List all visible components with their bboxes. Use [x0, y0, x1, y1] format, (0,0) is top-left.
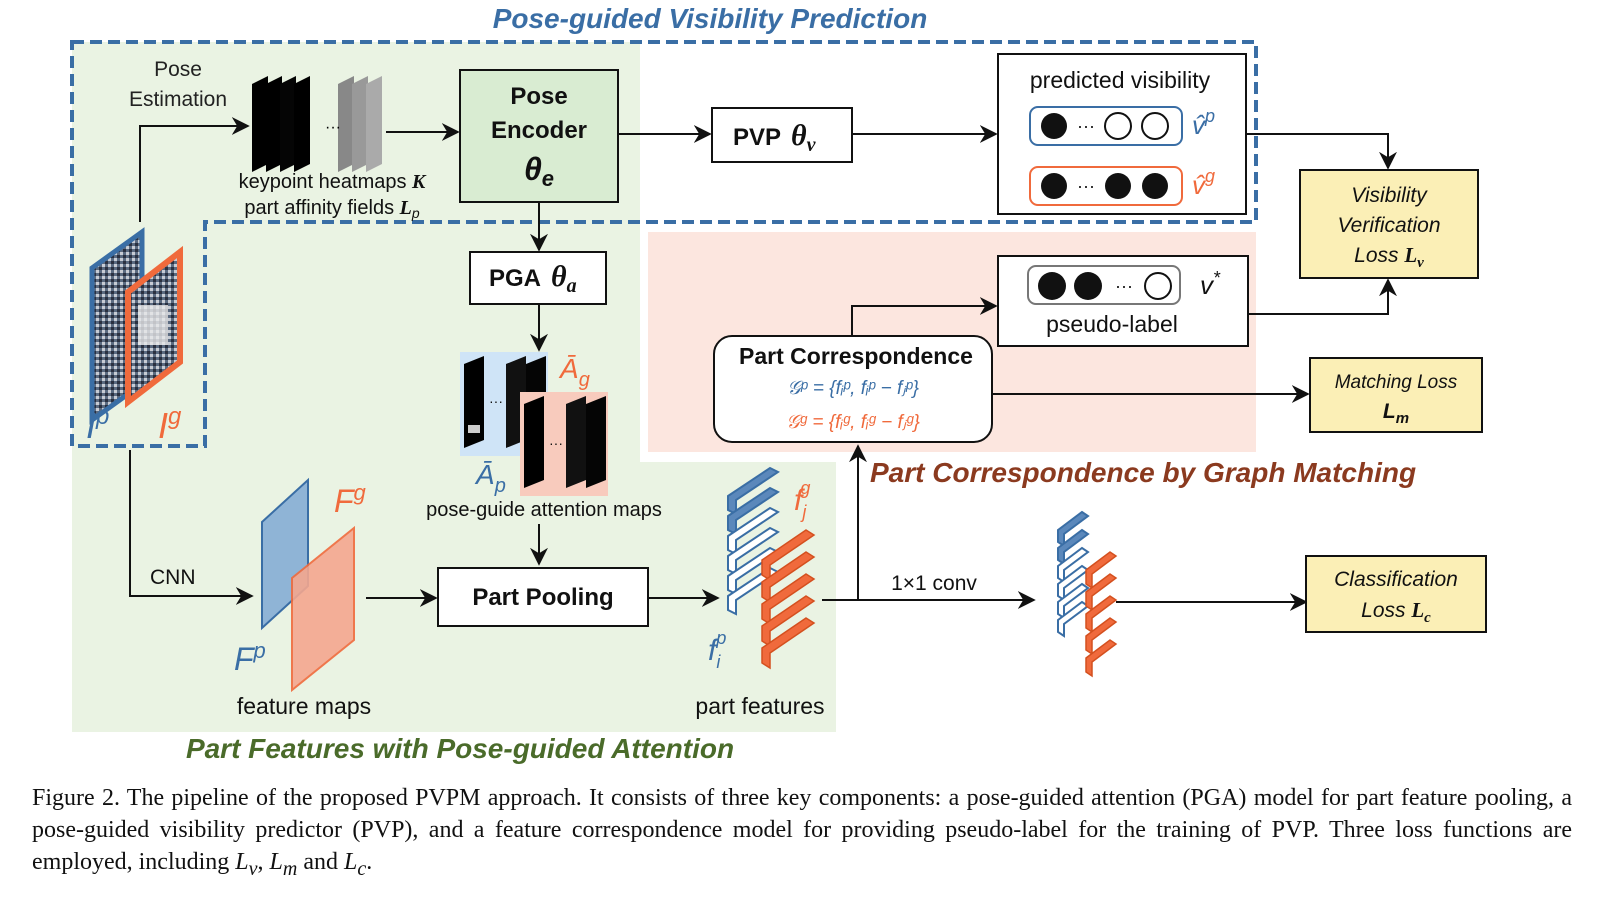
arrow-correspondence-to-pseudo-label — [851, 297, 998, 336]
matching-loss-line1: Matching Loss — [1335, 372, 1458, 393]
attention-ellipsis-g: ··· — [549, 435, 563, 451]
arrow-image-to-feature-maps — [129, 450, 254, 605]
matching-loss-sym: Lm — [1383, 400, 1409, 427]
attention-ellipsis-p: ··· — [489, 393, 503, 409]
visibility-loss-line2: Verification — [1337, 214, 1440, 237]
pose-encoder-line1: Pose — [510, 83, 567, 110]
pose-label: Pose — [154, 58, 202, 81]
predicted-visibility-title: predicted visibility — [1030, 67, 1211, 93]
vg-dot-2 — [1105, 173, 1131, 199]
visibility-loss-line1: Visibility — [1351, 184, 1428, 207]
caption-lc: Lc — [344, 849, 367, 880]
ip-label: Ip — [86, 403, 109, 446]
ap-label: Āp — [474, 459, 506, 497]
classification-loss-box — [1305, 555, 1487, 633]
feature-maps-caption: feature maps — [237, 693, 371, 719]
pvpm-pipeline-diagram: Pose-guided Visibility Prediction Part C… — [70, 3, 1487, 764]
part-correspondence-title: Part Correspondence — [739, 343, 973, 369]
arrow-pseudo-label-to-loss — [1248, 278, 1397, 315]
pvp-box — [711, 107, 853, 163]
feature-map-fg — [291, 525, 355, 693]
fj-label: fjg — [794, 478, 810, 522]
vp-dot-3 — [1141, 112, 1169, 140]
pseudo-dot-1 — [1038, 272, 1066, 300]
pseudo-dot-3 — [1144, 272, 1172, 300]
caption-lv: Lv — [235, 849, 258, 880]
pose-encoder-line2: Encoder — [491, 117, 587, 144]
pga-box — [469, 251, 607, 305]
ag-label: Āg — [558, 353, 590, 391]
attention-caption: pose-guide attention maps — [426, 499, 662, 521]
pvp-label: PVP θv — [733, 119, 817, 156]
input-image-ig — [125, 245, 183, 409]
part-features-caption: part features — [695, 693, 824, 719]
part-pooling-box — [437, 567, 649, 627]
section-title-correspondence: Part Correspondence by Graph Matching — [870, 457, 1416, 488]
vp-dot-1 — [1041, 113, 1067, 139]
pga-label: PGA θa — [489, 260, 577, 297]
figure-caption: Figure 2. The pipeline of the proposed P… — [32, 782, 1572, 885]
caption-sep2: and — [297, 849, 345, 875]
v-star-label: v* — [1200, 268, 1221, 300]
conv-features-p-stack — [1057, 510, 1090, 638]
pseudo-label-caption: pseudo-label — [1046, 311, 1178, 337]
section-title-visibility: Pose-guided Visibility Prediction — [493, 3, 928, 34]
visibility-loss-box — [1299, 169, 1479, 279]
visibility-loss-line3: Loss Lv — [1354, 243, 1424, 271]
pose-encoder-box — [459, 69, 619, 203]
pseudo-ellipsis: ··· — [1115, 276, 1133, 296]
vg-dot-3 — [1142, 173, 1168, 199]
caption-text: Figure 2. The pipeline of the proposed P… — [32, 785, 1572, 875]
cnn-label: CNN — [150, 566, 196, 589]
conv-label: 1×1 conv — [891, 572, 977, 595]
arrow-visibility-to-loss — [1246, 133, 1397, 170]
caption-lm: Lm — [269, 849, 298, 880]
part-pooling-label: Part Pooling — [472, 584, 613, 611]
section-title-features: Part Features with Pose-guided Attention — [186, 733, 734, 764]
matching-loss-box — [1309, 357, 1483, 433]
ig-label: Ig — [158, 403, 182, 446]
graph-gp: 𝒢ᵖ = {fᵢᵖ, fᵢᵖ − fⱼᵖ} — [787, 378, 919, 399]
graph-gg: 𝒢ᵍ = {fᵢᵍ, fᵢᵍ − fⱼᵍ} — [786, 412, 920, 433]
attention-maps-g — [520, 392, 608, 496]
vg-label: v̂g — [1192, 166, 1215, 200]
heatmaps-ellipsis: ··· — [325, 119, 341, 136]
arrow-image-to-heatmaps — [139, 117, 250, 222]
estimation-label: Estimation — [129, 88, 227, 111]
vp-ellipsis: ··· — [1077, 116, 1095, 136]
part-affinity-label: part affinity fields Lp — [244, 197, 419, 221]
pose-encoder-theta: θe — [524, 151, 554, 191]
vg-dot-1 — [1041, 173, 1067, 199]
caption-end: . — [366, 849, 373, 875]
fg-label: Fg — [334, 480, 367, 519]
conv-features-g-stack — [1085, 551, 1118, 678]
visibility-dashed-region — [70, 40, 1258, 448]
pseudo-dot-2 — [1074, 272, 1102, 300]
pseudo-label-vector — [1027, 265, 1181, 305]
vg-ellipsis: ··· — [1077, 176, 1095, 196]
classification-loss-line1: Classification — [1334, 568, 1458, 591]
caption-sep1: , — [257, 849, 270, 875]
keypoint-heatmaps-label: keypoint heatmaps K — [239, 171, 427, 193]
part-features-g-stack — [761, 529, 816, 670]
vp-label: v̂p — [1192, 106, 1215, 140]
fp-label: Fp — [234, 638, 266, 677]
vp-dot-2 — [1104, 112, 1132, 140]
keypoint-heatmaps — [252, 76, 382, 172]
classification-loss-line2: Loss Lc — [1361, 598, 1431, 626]
fi-label: fip — [708, 628, 726, 672]
